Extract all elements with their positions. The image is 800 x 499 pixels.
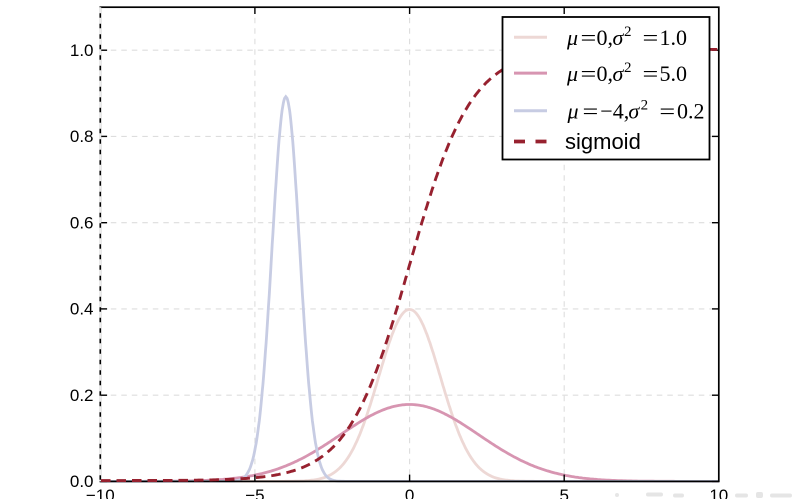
svg-text:0.6: 0.6 <box>70 214 94 233</box>
svg-text:0.4: 0.4 <box>70 300 94 319</box>
svg-text:sigmoid: sigmoid <box>565 129 641 154</box>
svg-text:0.2: 0.2 <box>70 386 94 405</box>
svg-text:μ=0,σ2=1.0: μ =0,σ2 =1.0 <box>566 24 687 50</box>
svg-text:0.0: 0.0 <box>70 472 94 491</box>
svg-text:10: 10 <box>709 486 728 499</box>
svg-text:1.0: 1.0 <box>70 41 94 60</box>
svg-text:μ=−4,σ2=0.2: μ =−4,σ2 =0.2 <box>567 98 705 124</box>
svg-text:5: 5 <box>559 486 568 499</box>
svg-text:−10: −10 <box>86 486 115 499</box>
svg-text:μ=0,σ2=5.0: μ =0,σ2 =5.0 <box>566 60 687 86</box>
svg-text:0.8: 0.8 <box>70 127 94 146</box>
svg-text:0: 0 <box>405 486 414 499</box>
svg-text:−5: −5 <box>245 486 264 499</box>
